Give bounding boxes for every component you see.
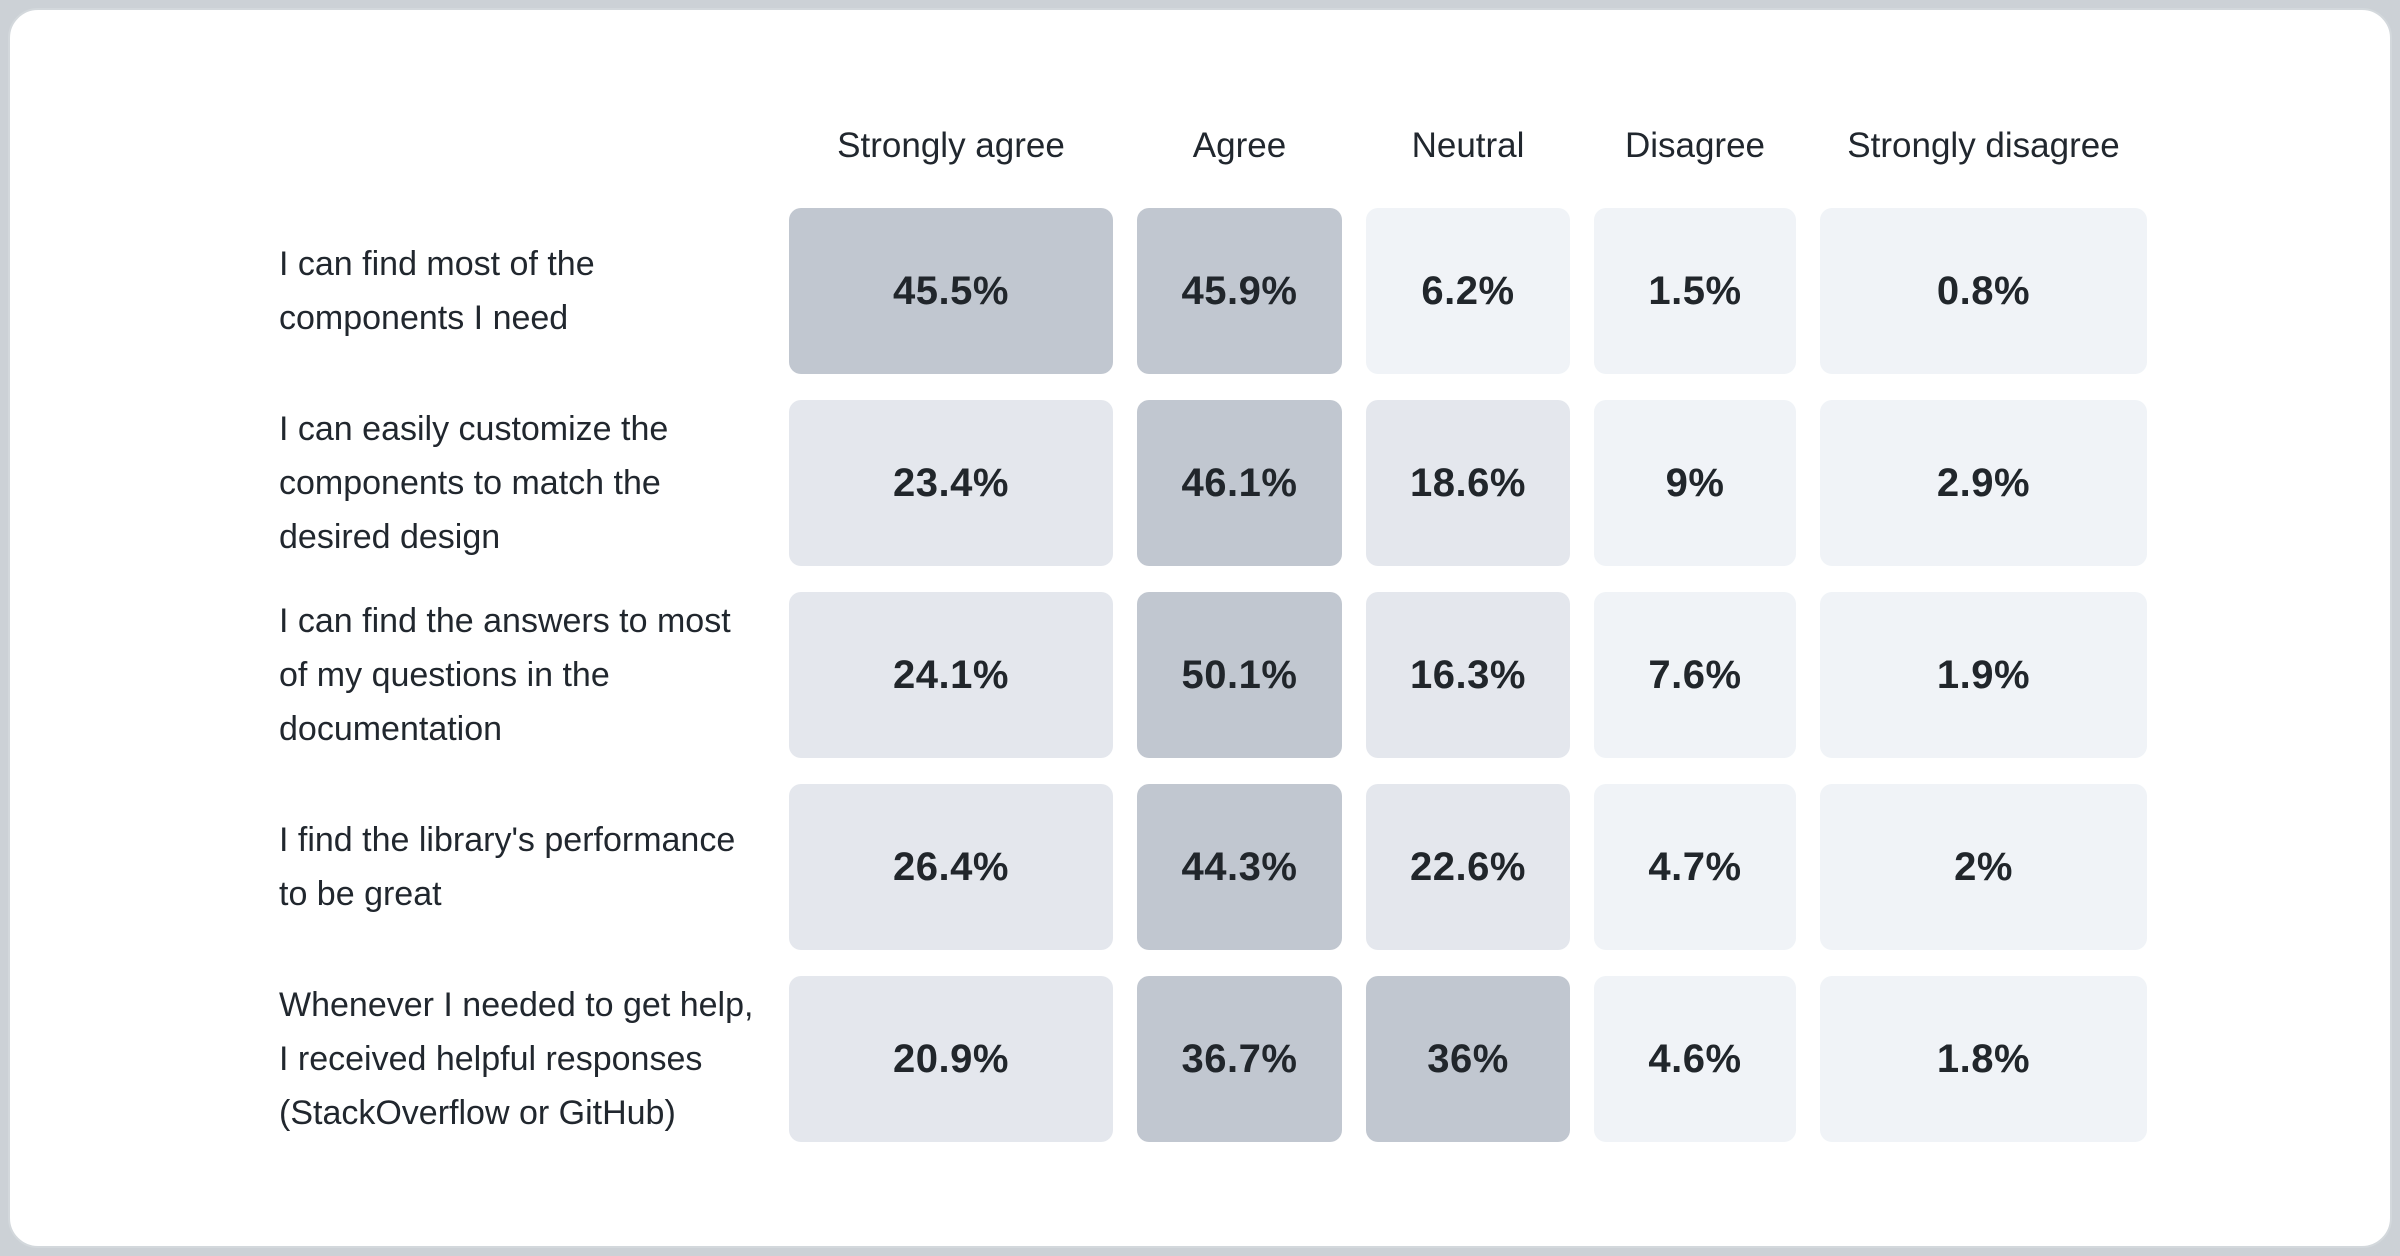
heatmap-cell: 4.6% <box>1594 976 1796 1142</box>
column-header-strongly-disagree: Strongly disagree <box>1847 126 2120 165</box>
column-header-neutral: Neutral <box>1411 126 1525 165</box>
heatmap-cell: 50.1% <box>1137 592 1342 758</box>
heatmap-cell: 4.7% <box>1594 784 1796 950</box>
column-header-agree: Agree <box>1192 126 1287 165</box>
column-header-disagree: Disagree <box>1624 126 1766 165</box>
row-label: I can find most of the components I need <box>279 245 595 337</box>
heatmap-cell: 23.4% <box>789 400 1113 566</box>
heatmap-cell: 45.9% <box>1137 208 1342 374</box>
row-label: Whenever I needed to get help, I receive… <box>279 986 754 1132</box>
heatmap-cell: 36% <box>1366 976 1570 1142</box>
heatmap-cell: 6.2% <box>1366 208 1570 374</box>
heatmap-cell: 18.6% <box>1366 400 1570 566</box>
heatmap-cell: 2% <box>1820 784 2147 950</box>
heatmap-cell: 16.3% <box>1366 592 1570 758</box>
heatmap-cell: 46.1% <box>1137 400 1342 566</box>
heatmap-cell: 45.5% <box>789 208 1113 374</box>
row-label: I can easily customize the components to… <box>279 410 669 556</box>
column-header-strongly-agree: Strongly agree <box>837 126 1065 165</box>
heatmap-cell: 20.9% <box>789 976 1113 1142</box>
matrix-corner-spacer <box>279 110 765 182</box>
heatmap-cell: 9% <box>1594 400 1796 566</box>
heatmap-cell: 7.6% <box>1594 592 1796 758</box>
heatmap-cell: 1.8% <box>1820 976 2147 1142</box>
heatmap-cell: 24.1% <box>789 592 1113 758</box>
heatmap-cell: 2.9% <box>1820 400 2147 566</box>
heatmap-cell: 0.8% <box>1820 208 2147 374</box>
heatmap-cell: 36.7% <box>1137 976 1342 1142</box>
heatmap-cell: 22.6% <box>1366 784 1570 950</box>
row-label: I can find the answers to most of my que… <box>279 602 731 748</box>
heatmap-cell: 44.3% <box>1137 784 1342 950</box>
heatmap-cell: 1.9% <box>1820 592 2147 758</box>
survey-results-card: Strongly agree Agree Neutral Disagree Strong… <box>8 8 2392 1248</box>
row-label: I find the library's performance to be g… <box>279 821 736 913</box>
survey-heatmap-matrix: Strongly agree Agree Neutral Disagree Strong… <box>279 110 2147 1142</box>
heatmap-cell: 26.4% <box>789 784 1113 950</box>
heatmap-cell: 1.5% <box>1594 208 1796 374</box>
